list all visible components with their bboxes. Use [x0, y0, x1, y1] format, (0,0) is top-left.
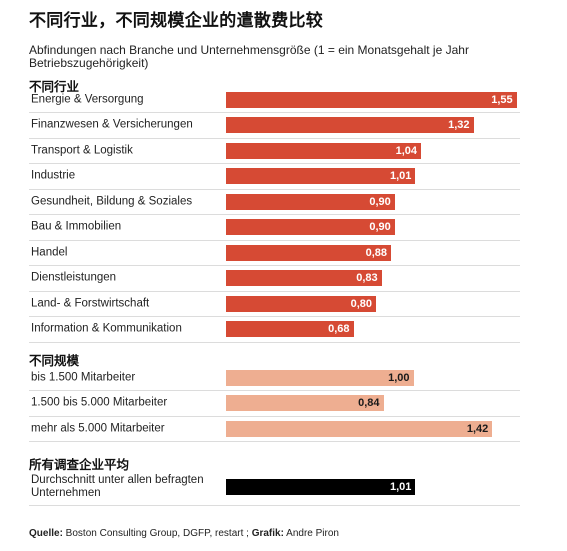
bar-label: Industrie [31, 169, 76, 182]
bar-value-label: 1,42 [466, 422, 489, 435]
bar: 1,04 [226, 142, 421, 159]
bar: 0,90 [226, 219, 395, 235]
bar-row: Finanzwesen & Versicherungen 1,32 [29, 113, 520, 139]
bar-label: Information & Kommunikation [31, 322, 182, 335]
bar-value-label: 1,01 [389, 170, 412, 182]
bar-label: Durchschnitt unter allen befragten Unter… [31, 474, 204, 499]
bar-label: bis 1.500 Mitarbeiter [31, 371, 136, 383]
bar-value-label: 1,32 [448, 119, 470, 131]
bar-label: Energie & Versorgung [31, 93, 144, 105]
bar: 1,55 [226, 91, 517, 108]
bar-value-label: 0,80 [350, 297, 372, 310]
bar-row: Industrie 1,01 [29, 164, 520, 190]
bar: 1,01 [226, 479, 416, 495]
bar-label: mehr als 5.000 Mitarbeiter [31, 422, 165, 434]
source-note: Quelle: Boston Consulting Group, DGFP, r… [29, 528, 339, 539]
bar: 0,68 [226, 321, 354, 337]
chart-subtitle: Abfindungen nach Branche und Unternehmen… [29, 43, 469, 70]
bar-row: mehr als 5.000 Mitarbeiter 1,42 [29, 416, 520, 442]
bar: 1,42 [226, 420, 493, 437]
bar: 0,88 [226, 244, 391, 261]
bar: 0,83 [226, 270, 382, 286]
bar-row: bis 1.500 Mitarbeiter 1,00 [29, 365, 520, 391]
bar-row: Bau & Immobilien 0,90 [29, 215, 520, 241]
bar-row: Gesundheit, Bildung & Soziales 0,90 [29, 189, 520, 215]
bar-label: 1.500 bis 5.000 Mitarbeiter [31, 396, 168, 409]
source-text: Boston Consulting Group, DGFP, restart ; [62, 528, 252, 539]
bar-label: Handel [31, 246, 68, 258]
bar-value-label: 0,83 [356, 272, 378, 284]
bar-value-label: 1,55 [491, 93, 513, 106]
bar-row: Energie & Versorgung 1,55 [29, 87, 520, 113]
bar-label: Gesundheit, Bildung & Soziales [31, 195, 193, 207]
bar-value-label: 0,90 [369, 221, 391, 233]
bar: 0,80 [226, 295, 376, 312]
bar: 0,90 [226, 193, 395, 210]
bar-label: Dienstleistungen [31, 271, 117, 284]
bar-value-label: 1,00 [388, 371, 410, 384]
bar: 1,00 [226, 369, 414, 386]
bar-value-label: 0,90 [369, 195, 391, 208]
bar: 1,32 [226, 117, 474, 133]
bar-label: Land- & Forstwirtschaft [31, 297, 150, 309]
source-label: Quelle: [29, 528, 63, 539]
bar-value-label: 0,84 [358, 397, 380, 409]
bar-row: 1.500 bis 5.000 Mitarbeiter 0,84 [29, 391, 520, 417]
bar-row: Dienstleistungen 0,83 [29, 266, 520, 292]
bar: 0,84 [226, 395, 384, 411]
bar-label: Finanzwesen & Versicherungen [31, 118, 193, 131]
bar: 1,01 [226, 168, 416, 184]
graphic-text: Andre Piron [283, 528, 339, 539]
chart-title: 不同行业，不同规模企业的遣散费比较 [29, 11, 324, 31]
graphic-label: Grafik: [251, 528, 284, 539]
bar-value-label: 1,04 [395, 144, 417, 157]
bar-label: Bau & Immobilien [31, 220, 122, 233]
bar-row: Land- & Forstwirtschaft 0,80 [29, 291, 520, 317]
bar-row: Information & Kommunikation 0,68 [29, 317, 520, 343]
bar-value-label: 0,88 [365, 246, 387, 259]
section-heading: 不同行业 [29, 79, 80, 94]
section-heading: 所有调查企业平均 [29, 457, 130, 472]
bar-row: Durchschnitt unter allen befragten Unter… [29, 469, 520, 506]
section-heading: 不同规模 [29, 353, 80, 368]
bar-value-label: 0,68 [328, 323, 350, 335]
bar-row: Transport & Logistik 1,04 [29, 138, 520, 164]
bar-label: Transport & Logistik [31, 144, 133, 156]
bar-row: Handel 0,88 [29, 240, 520, 266]
bar-value-label: 1,01 [389, 481, 412, 493]
